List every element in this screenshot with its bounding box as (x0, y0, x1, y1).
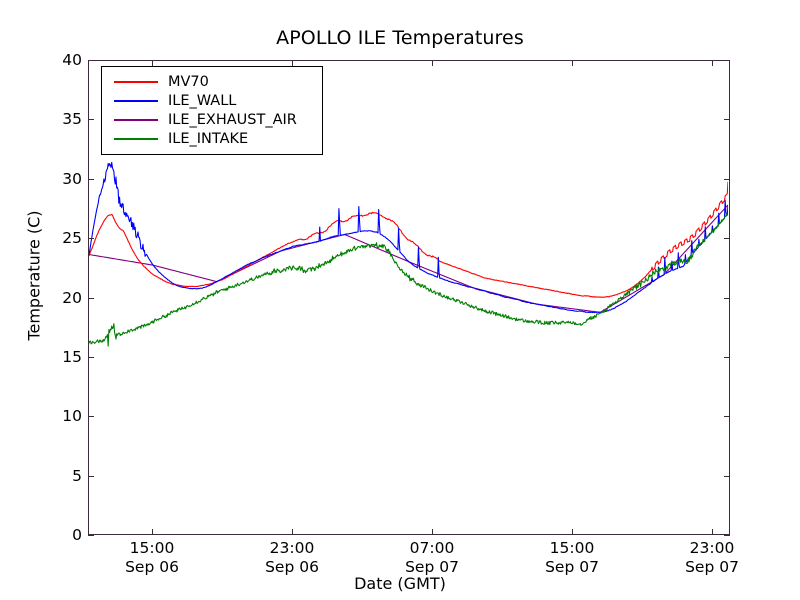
y-tick-mark (88, 297, 94, 299)
legend-item-mv70[interactable]: MV70 (102, 72, 322, 91)
legend: MV70 ILE_WALL ILE_EXHAUST_AIR ILE_INTAKE (101, 66, 323, 155)
y-tick-mark (724, 416, 730, 418)
x-tick-time: 07:00 (409, 539, 455, 557)
y-tick-label: 20 (62, 288, 82, 307)
x-tick-label: 23:00 Sep 07 (642, 539, 782, 577)
y-tick-mark (88, 119, 94, 121)
legend-label: ILE_EXHAUST_AIR (168, 111, 297, 128)
legend-color-swatch (114, 99, 158, 102)
x-tick-label: 23:00 Sep 06 (222, 539, 362, 577)
x-tick-time: 23:00 (689, 539, 735, 557)
legend-label: ILE_WALL (168, 92, 237, 109)
series-line-ile-exhaust-air (89, 204, 728, 313)
y-tick-mark (724, 535, 730, 536)
y-tick-label: 30 (62, 169, 82, 188)
y-tick-label: 5 (72, 466, 82, 485)
x-tick-mark (432, 60, 433, 66)
y-tick-mark (88, 535, 94, 536)
y-tick-mark (724, 119, 730, 121)
y-tick-label: 35 (62, 110, 82, 129)
y-tick-mark (724, 238, 730, 240)
x-tick-mark (432, 529, 433, 535)
x-tick-mark (712, 60, 713, 66)
x-tick-date: Sep 06 (265, 558, 319, 576)
x-tick-time: 23:00 (269, 539, 315, 557)
legend-item-ile-exhaust-air[interactable]: ILE_EXHAUST_AIR (102, 110, 322, 129)
y-tick-mark (88, 60, 94, 61)
chart-title: APOLLO ILE Temperatures (276, 27, 524, 49)
x-tick-mark (572, 529, 573, 535)
y-tick-label: 15 (62, 347, 82, 366)
x-tick-mark (152, 529, 153, 535)
x-tick-mark (292, 529, 293, 535)
y-tick-mark (88, 356, 94, 358)
y-tick-mark (88, 238, 94, 240)
x-tick-mark (572, 60, 573, 66)
x-tick-time: 15:00 (549, 539, 595, 557)
series-line-ile-wall (89, 161, 728, 314)
y-axis-tick-labels: 0 5 10 15 20 25 30 35 40 (36, 51, 82, 544)
legend-item-ile-wall[interactable]: ILE_WALL (102, 91, 322, 110)
y-tick-label: 25 (62, 229, 82, 248)
x-tick-mark (712, 529, 713, 535)
legend-color-swatch (114, 137, 158, 140)
y-tick-mark (724, 297, 730, 299)
y-tick-mark (724, 356, 730, 358)
x-tick-mark (292, 60, 293, 66)
y-tick-mark (88, 416, 94, 418)
x-axis-label: Date (GMT) (354, 574, 446, 593)
legend-item-ile-intake[interactable]: ILE_INTAKE (102, 129, 322, 148)
x-tick-date: Sep 07 (545, 558, 599, 576)
plot-lines (89, 161, 728, 347)
series-line-mv70 (89, 181, 728, 298)
x-tick-date: Sep 07 (405, 558, 459, 576)
y-tick-label: 0 (72, 526, 82, 544)
y-tick-label: 40 (62, 51, 82, 69)
x-tick-label: 15:00 Sep 07 (502, 539, 642, 577)
x-tick-label: 07:00 Sep 07 (362, 539, 502, 577)
x-axis-tick-labels: 15:00 Sep 06 23:00 Sep 06 07:00 Sep 07 15:00 Se… (0, 539, 800, 589)
y-tick-mark (88, 475, 94, 477)
legend-label: ILE_INTAKE (168, 130, 249, 147)
y-tick-mark (724, 475, 730, 477)
y-tick-label: 10 (62, 407, 82, 426)
legend-label: MV70 (168, 73, 209, 90)
legend-color-swatch (114, 80, 158, 83)
x-tick-date: Sep 06 (125, 558, 179, 576)
x-tick-date: Sep 07 (685, 558, 739, 576)
y-tick-mark (88, 178, 94, 180)
x-tick-mark (152, 60, 153, 66)
x-tick-label: 15:00 Sep 06 (82, 539, 222, 577)
legend-color-swatch (114, 118, 158, 121)
series-line-ile-intake (89, 213, 728, 347)
y-tick-mark (724, 60, 730, 61)
x-tick-time: 15:00 (129, 539, 175, 557)
y-tick-mark (724, 178, 730, 180)
